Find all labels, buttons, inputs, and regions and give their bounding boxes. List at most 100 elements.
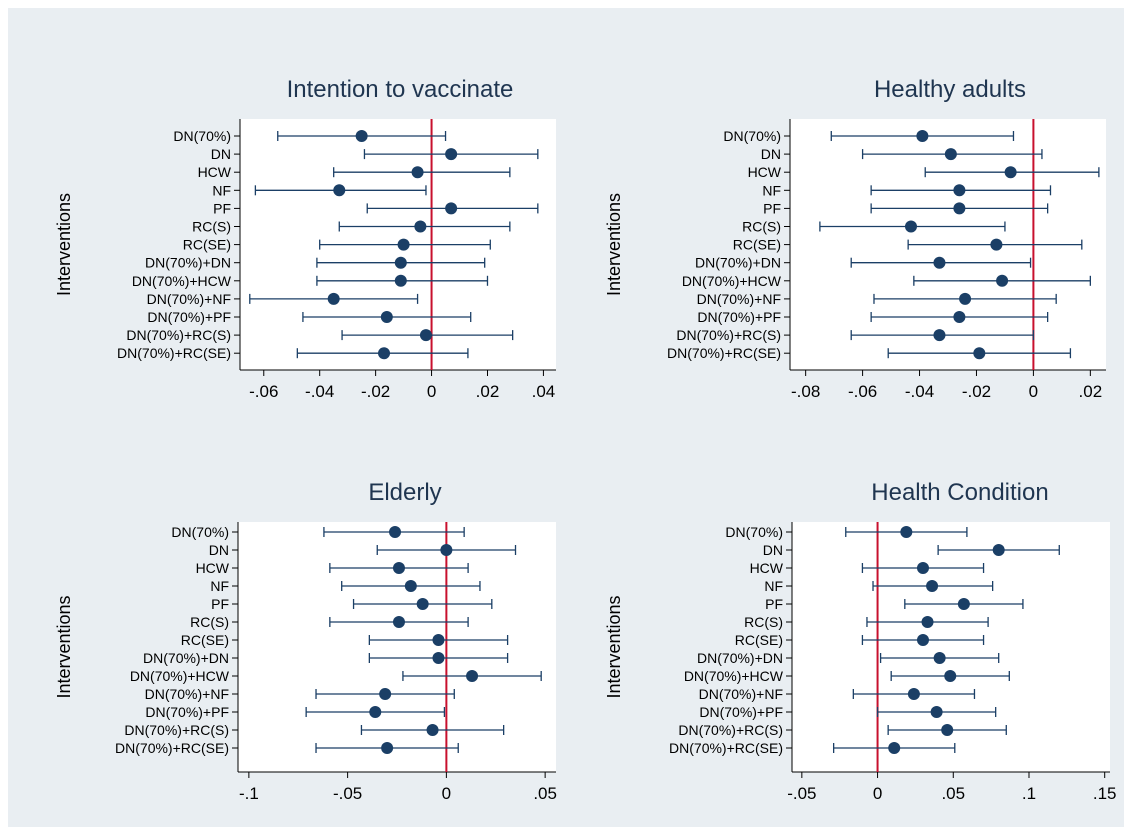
ci-row [319,238,491,251]
y-tick-label: DN(70%)+RC(S) [124,722,229,738]
point-estimate [916,562,929,574]
point-estimate [440,544,453,556]
point-estimate [992,544,1005,556]
y-tick-label: DN(70%) [725,524,783,540]
y-tick-label: PF [763,200,781,216]
panel-3: Elderly Interventions -.1 -.05 0 .05 DN(70%) DN… [54,479,557,803]
point-estimate [381,742,394,754]
ci-row [316,274,489,287]
point-estimate [973,347,986,360]
y-tick-label: HCW [748,164,782,180]
ci-row [937,544,1060,556]
y-tick-label: DN(70%)+NF [145,686,229,702]
ci-row [315,688,455,700]
ci-row [341,580,481,592]
point-estimate [419,329,432,342]
y-tick-label: DN(70%)+DN [145,255,231,271]
point-estimate [445,148,458,161]
ci-row [866,616,989,628]
ci-row [302,311,472,323]
x-tick-label: -.04 [305,382,334,401]
point-estimate [926,580,939,592]
ci-row [850,329,1035,342]
ci-row [277,130,447,142]
panel-title: Intention to vaccinate [287,76,514,103]
y-tick-label: NF [764,578,783,594]
y-tick-label: DN(70%)+HCW [132,273,232,289]
y-tick-label: RC(SE) [181,632,229,648]
y-tick-label: DN(70%)+RC(S) [678,722,783,738]
x-tick-label: .05 [941,784,965,803]
point-estimate [933,256,946,269]
y-tick-label: DN(70%)+HCW [682,273,782,289]
ci-row [329,562,469,574]
y-tick-label: DN(70%)+RC(SE) [667,345,781,361]
x-tick-label: -.1 [239,784,259,803]
ci-row [873,292,1057,305]
panel-title: Elderly [368,479,441,506]
y-tick-label: HCW [750,560,784,576]
ci-row [870,184,1052,197]
point-estimate [411,166,424,179]
ci-row [819,220,1006,233]
ci-row [360,724,505,736]
point-estimate [432,634,445,646]
y-tick-label: PF [213,200,231,216]
point-estimate [445,202,458,215]
point-estimate [432,652,445,664]
x-tick-label: -.06 [249,382,278,401]
x-tick-label: 0 [442,784,451,803]
point-estimate [953,184,966,197]
ci-row [296,347,469,360]
y-axis-label: Interventions [604,595,624,698]
y-tick-label: HCW [196,560,230,576]
ci-row [872,580,994,592]
point-estimate [959,292,972,305]
x-tick-label: -.05 [333,784,362,803]
y-tick-label: RC(S) [742,219,781,235]
y-tick-label: RC(SE) [733,237,781,253]
ci-row [870,311,1049,323]
y-tick-label: DN(70%) [723,128,781,144]
x-tick-label: .15 [1093,784,1117,803]
y-tick-label: DN(70%)+PF [147,309,231,325]
ci-row [879,652,1000,664]
ci-row [305,706,446,718]
panel-4: Health Condition Interventions -.05 0 .05 .1.… [604,479,1117,803]
ci-row [341,329,514,342]
panel-title: Health Condition [871,479,1048,506]
point-estimate [916,634,929,646]
y-tick-label: DN(70%)+PF [145,704,229,720]
point-estimate [953,311,966,323]
point-estimate [933,652,946,664]
point-estimate [933,329,946,342]
y-tick-label: RC(S) [744,614,783,630]
ci-row [249,292,419,305]
x-tick-label: -.06 [848,382,877,401]
ci-row [890,670,1010,682]
point-estimate [378,347,391,360]
y-tick-label: DN(70%) [171,524,229,540]
ci-row [904,598,1024,610]
y-tick-label: DN(70%)+RC(SE) [669,740,783,756]
point-estimate [426,724,439,736]
ci-row [315,742,459,754]
point-estimate [397,238,410,251]
x-tick-label: .02 [1079,382,1103,401]
panel-grid: Intention to vaccinate Interventions -.06 -… [54,76,1117,803]
ci-row [338,220,511,233]
ci-row [861,148,1043,161]
y-tick-label: DN(70%)+HCW [130,668,230,684]
y-tick-label: DN(70%)+PF [699,704,783,720]
y-tick-label: DN(70%)+NF [147,291,231,307]
ci-row [402,670,542,682]
panel-title: Healthy adults [874,76,1026,103]
ci-row [850,256,1032,269]
point-estimate [990,238,1003,251]
ci-row [376,544,517,556]
y-tick-label: NF [212,182,231,198]
y-tick-label: DN(70%)+NF [699,686,783,702]
y-tick-label: HCW [198,164,232,180]
y-tick-label: DN(70%)+RC(S) [676,327,781,343]
x-tick-label: -.02 [361,382,390,401]
